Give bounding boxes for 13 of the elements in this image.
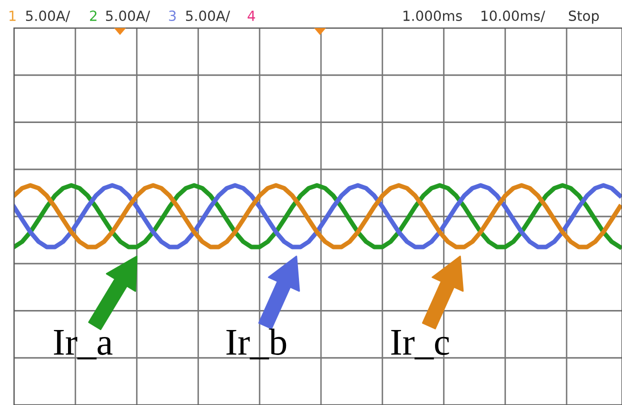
legend-label: Ir_a <box>54 330 112 360</box>
text: 1.000ms <box>404 10 462 22</box>
text: 5.00A/ <box>106 10 150 22</box>
text: 3 <box>169 10 176 22</box>
legend-label: Ir_b <box>226 328 286 360</box>
text: 4 <box>248 10 256 21</box>
text: 5.00A/ <box>186 10 230 22</box>
text: 5.00A/ <box>26 10 70 22</box>
text: 1 <box>10 10 16 21</box>
text: 2 <box>90 10 96 21</box>
legend-label: Ir_c <box>391 330 450 360</box>
text: 10.00ms/ <box>482 10 546 22</box>
text: Stop <box>568 10 599 24</box>
